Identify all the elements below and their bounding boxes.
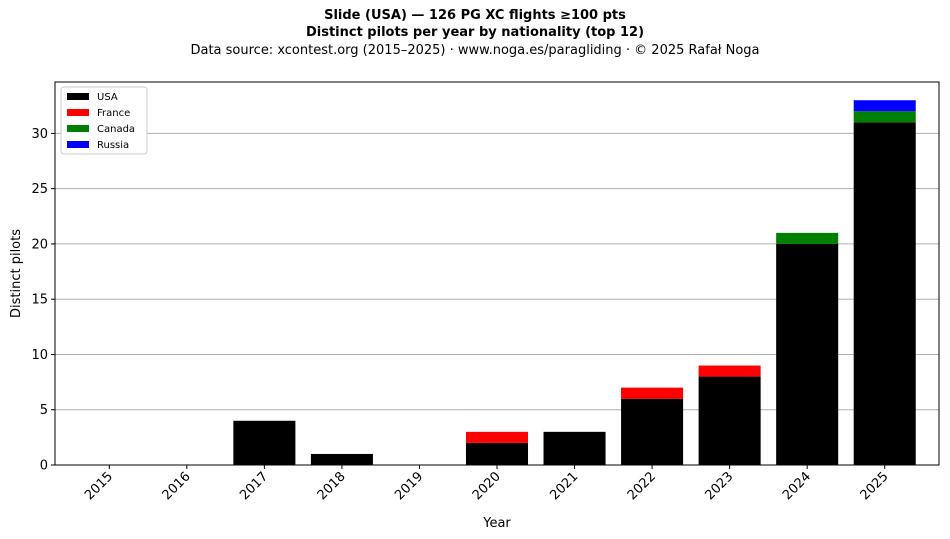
x-tick-label: 2015: [82, 469, 116, 503]
bar-usa-2022: [621, 398, 684, 465]
bar-france-2020: [465, 431, 529, 443]
y-tick-label: 20: [31, 237, 48, 252]
bar-france-2023: [698, 365, 761, 377]
y-tick-label: 10: [31, 348, 48, 363]
legend-swatch-canada: [67, 125, 89, 132]
legend-label-canada: Canada: [97, 124, 135, 135]
legend-label-russia: Russia: [97, 140, 129, 151]
x-tick-label: 2025: [858, 469, 892, 503]
y-tick-label: 30: [31, 127, 48, 142]
x-tick-label: 2022: [625, 469, 659, 503]
y-axis-label: Distinct pilots: [9, 229, 24, 318]
bar-russia-2025: [853, 100, 916, 112]
bar-usa-2018: [310, 453, 373, 465]
bar-canada-2024: [776, 232, 839, 244]
bar-usa-2024: [776, 243, 839, 465]
x-tick-label: 2020: [470, 469, 504, 503]
x-tick-label: 2016: [160, 469, 194, 503]
y-tick-label: 0: [40, 459, 48, 474]
chart-subtitle: Distinct pilots per year by nationality …: [305, 25, 645, 40]
x-tick-label: 2017: [237, 469, 271, 503]
x-tick-label: 2019: [392, 469, 426, 503]
legend-swatch-france: [67, 109, 89, 116]
x-tick-label: 2018: [315, 469, 349, 503]
bar-france-2022: [621, 387, 684, 399]
legend-swatch-russia: [67, 141, 89, 148]
data-source-note: Data source: xcontest.org (2015–2025) · …: [190, 43, 760, 58]
bar-canada-2025: [853, 111, 916, 123]
y-tick-label: 25: [31, 182, 48, 197]
bar-usa-2021: [543, 431, 606, 465]
legend-swatch-usa: [67, 93, 89, 100]
x-tick-label: 2023: [702, 469, 736, 503]
bar-usa-2020: [465, 442, 529, 465]
bar-usa-2025: [853, 122, 916, 465]
legend-label-france: France: [97, 108, 130, 119]
chart-title: Slide (USA) — 126 PG XC flights ≥100 pts: [324, 8, 626, 23]
x-axis-label: Year: [482, 516, 511, 531]
y-tick-label: 5: [40, 403, 48, 418]
x-tick-label: 2024: [780, 469, 814, 503]
legend-label-usa: USA: [97, 92, 118, 103]
x-tick-label: 2021: [547, 469, 581, 503]
bar-usa-2017: [233, 420, 296, 465]
bar-usa-2023: [698, 376, 761, 465]
y-tick-label: 15: [31, 293, 48, 308]
legend-box: [60, 86, 148, 155]
